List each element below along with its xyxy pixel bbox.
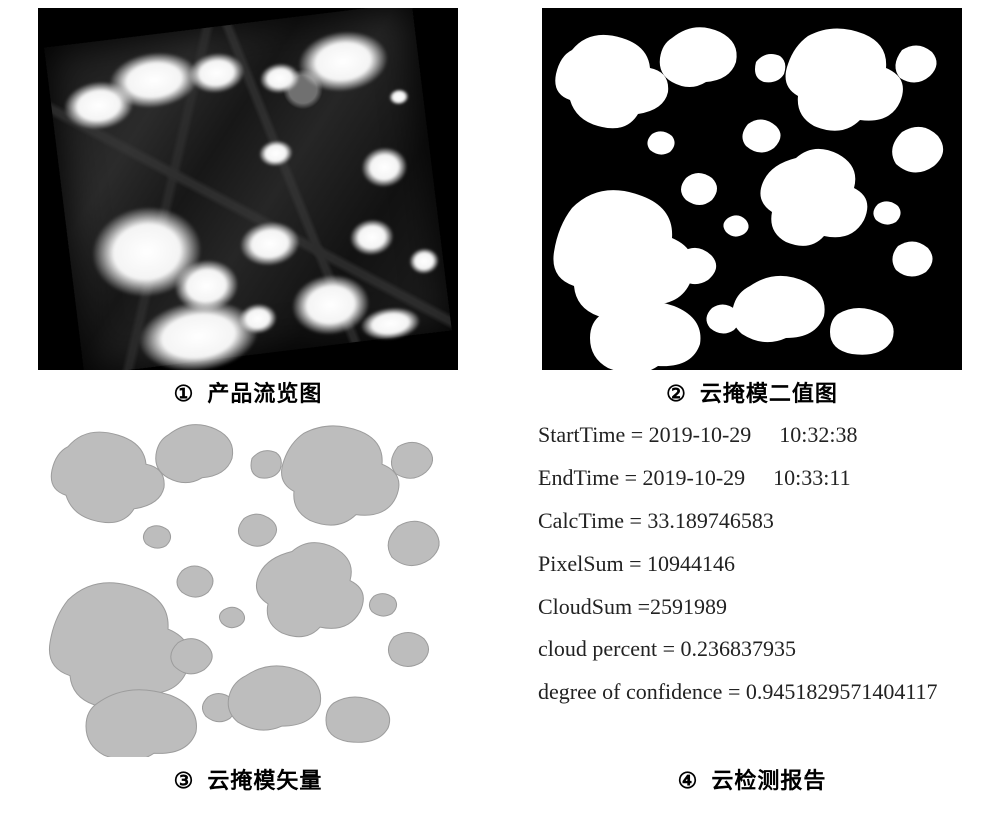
panel-1-caption-text: 产品流览图 xyxy=(207,381,322,406)
start-time-label-value: StartTime = 2019-10-29 xyxy=(538,422,751,447)
vector-blob xyxy=(86,690,196,757)
panel-3: ③ 云掩模矢量 xyxy=(28,412,468,795)
panel-1-caption: ① 产品流览图 xyxy=(174,376,323,408)
start-time-clock: 10:32:38 xyxy=(779,422,857,447)
satellite-tile xyxy=(44,8,451,370)
end-time-clock: 10:33:11 xyxy=(773,465,850,490)
cloud-vector-svg xyxy=(38,412,458,757)
report-start-time: StartTime = 2019-10-29 10:32:38 xyxy=(538,414,972,457)
panel-4-caption-text: 云检测报告 xyxy=(711,768,826,793)
report-end-time: EndTime = 2019-10-29 10:33:11 xyxy=(538,457,972,500)
report-cloud-sum: CloudSum =2591989 xyxy=(538,586,972,629)
cloud-detection-report: StartTime = 2019-10-29 10:32:38 EndTime =… xyxy=(532,412,972,757)
mask-blob xyxy=(647,131,674,154)
cloud-mask-vector-image xyxy=(38,412,458,757)
panel-2-caption: ② 云掩模二值图 xyxy=(666,376,838,408)
vector-blob xyxy=(251,451,281,478)
panel-2-caption-text: 云掩模二值图 xyxy=(700,381,838,406)
vector-blob xyxy=(282,426,399,525)
vector-blob xyxy=(51,432,164,523)
report-calc-time: CalcTime = 33.189746583 xyxy=(538,500,972,543)
vector-blob xyxy=(391,442,432,478)
vector-blob xyxy=(256,543,363,637)
four-panel-grid: ① 产品流览图 ② 云掩模二值图 ③ 云掩模矢量 xyxy=(28,8,972,795)
vector-blob xyxy=(369,594,396,616)
panel-2: ② 云掩模二值图 xyxy=(532,8,972,408)
vector-blob xyxy=(238,514,276,546)
circled-number-1: ① xyxy=(174,381,195,407)
vector-blob xyxy=(171,639,212,674)
cloud-mask-binary-image xyxy=(542,8,962,370)
vector-blob xyxy=(228,666,320,730)
vector-blob xyxy=(388,521,439,565)
panel-3-caption-text: 云掩模矢量 xyxy=(207,768,322,793)
panel-3-caption: ③ 云掩模矢量 xyxy=(174,763,323,795)
circled-number-3: ③ xyxy=(174,768,195,794)
report-pixel-sum: PixelSum = 10944146 xyxy=(538,543,972,586)
panel-1: ① 产品流览图 xyxy=(28,8,468,408)
vector-blob xyxy=(177,566,213,597)
panel-4-caption: ④ 云检测报告 xyxy=(678,763,827,795)
product-browse-image xyxy=(38,8,458,370)
mask-blob xyxy=(873,201,900,224)
vector-blob xyxy=(219,607,244,628)
vector-blob xyxy=(388,632,428,666)
mask-blob xyxy=(590,301,700,370)
page-root: ① 产品流览图 ② 云掩模二值图 ③ 云掩模矢量 xyxy=(0,0,1000,829)
end-time-label-value: EndTime = 2019-10-29 xyxy=(538,465,745,490)
circled-number-2: ② xyxy=(666,381,687,407)
circled-number-4: ④ xyxy=(678,768,699,794)
vector-blob xyxy=(326,697,390,742)
report-cloud-pct: cloud percent = 0.236837935 xyxy=(538,628,972,671)
mask-blob xyxy=(681,173,717,205)
cloud-mask-svg xyxy=(542,8,962,370)
report-confidence: degree of confidence = 0.945182957140411… xyxy=(538,671,972,714)
panel-4: StartTime = 2019-10-29 10:32:38 EndTime =… xyxy=(532,412,972,795)
vector-blob xyxy=(156,425,233,483)
vector-blob xyxy=(143,526,170,548)
vector-blob xyxy=(49,583,189,708)
